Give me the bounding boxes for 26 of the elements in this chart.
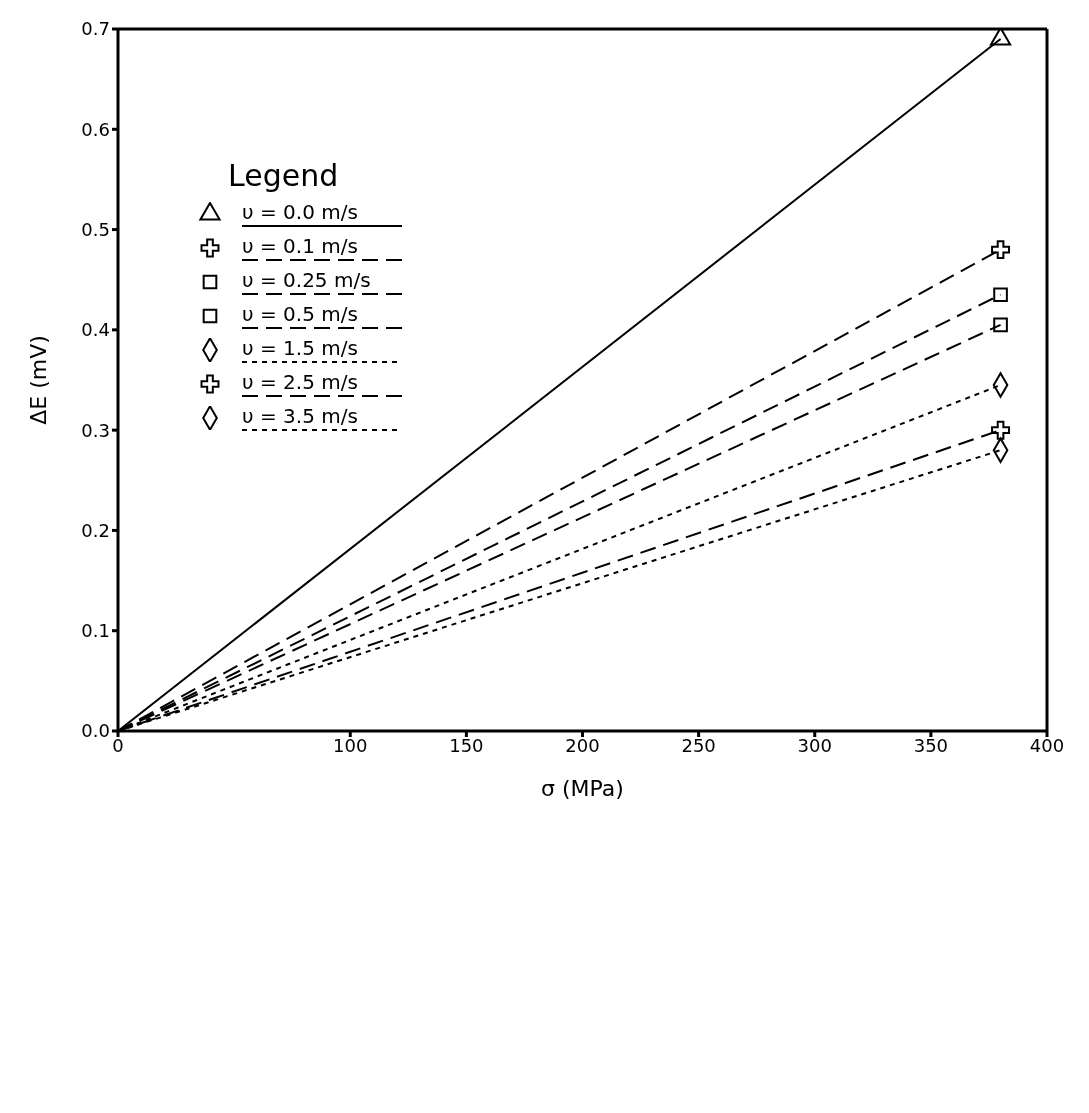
x-axis-title: σ (MPa): [541, 776, 624, 801]
y-tick-label: 0.5: [81, 218, 110, 240]
x-tick-label: 200: [565, 734, 600, 756]
x-tick-label: 0: [112, 734, 124, 756]
y-tick-label: 0.7: [81, 18, 110, 40]
legend-label: υ = 1.5 m/s: [242, 336, 359, 360]
x-tick-label: 400: [1029, 734, 1065, 756]
y-tick-label: 0.6: [81, 118, 110, 140]
y-tick-label: 0.1: [81, 620, 110, 642]
x-tick-label: 250: [681, 734, 716, 756]
y-tick-label: 0.4: [81, 319, 110, 341]
y-axis-title: ΔE (mV): [25, 335, 51, 425]
y-tick-label: 0.3: [81, 419, 110, 441]
legend-label: υ = 0.25 m/s: [242, 268, 372, 292]
y-tick-label: 0.0: [81, 720, 110, 742]
x-tick-label: 300: [797, 734, 832, 756]
legend-label: υ = 2.5 m/s: [242, 370, 359, 394]
legend-label: υ = 0.5 m/s: [242, 302, 359, 326]
legend-label: υ = 0.0 m/s: [242, 200, 359, 224]
legend-label: υ = 3.5 m/s: [242, 404, 359, 428]
x-tick-label: 100: [333, 734, 368, 756]
legend-label: υ = 0.1 m/s: [242, 234, 359, 258]
x-tick-label: 150: [449, 734, 484, 756]
x-tick-label: 350: [913, 734, 949, 756]
legend-title: Legend: [228, 158, 340, 193]
y-tick-label: 0.2: [81, 519, 110, 541]
